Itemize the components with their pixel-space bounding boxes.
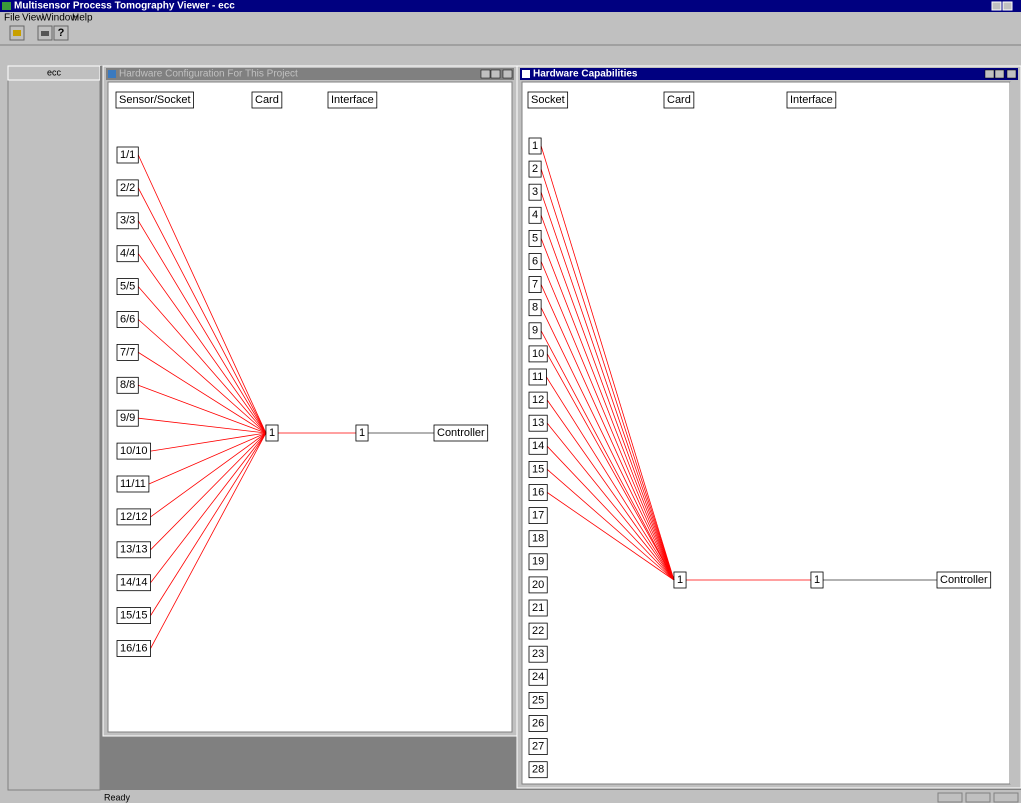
socket-box-label: 3 <box>532 186 538 198</box>
scrollbar[interactable] <box>1010 82 1016 784</box>
socket-box-label: 9/9 <box>120 412 135 424</box>
socket-box-label: 11 <box>532 371 543 383</box>
status-text: Ready <box>104 792 131 802</box>
socket-box-label: 22 <box>532 625 544 637</box>
socket-box-label: 13 <box>532 417 544 429</box>
window-title: Hardware Capabilities <box>533 69 638 80</box>
socket-box-label: 2 <box>532 163 538 175</box>
socket-box-label: 12/12 <box>120 511 148 523</box>
open-icon <box>13 30 21 36</box>
menu-item[interactable]: View <box>22 13 44 24</box>
column-header-label: Card <box>667 94 691 106</box>
socket-box-label: 14/14 <box>120 577 148 589</box>
card-box-label: 1 <box>677 574 683 586</box>
socket-box-label: 8 <box>532 302 538 314</box>
toolbar: ? <box>10 26 68 40</box>
column-header-label: Interface <box>790 94 833 106</box>
socket-box-label: 1/1 <box>120 149 135 161</box>
window-button[interactable] <box>481 70 490 78</box>
socket-box-label: 6/6 <box>120 313 135 325</box>
socket-box-label: 6 <box>532 255 538 267</box>
column-header-label: Interface <box>331 94 374 106</box>
window-title: Hardware Configuration For This Project <box>119 69 298 80</box>
interface-box-label: 1 <box>359 427 365 439</box>
window-button[interactable] <box>985 70 994 78</box>
card-box-label: 1 <box>269 427 275 439</box>
socket-box-label: 12 <box>532 394 544 406</box>
window-button[interactable] <box>491 70 500 78</box>
controller-box-label: Controller <box>940 574 988 586</box>
socket-box-label: 17 <box>532 510 544 522</box>
page: {"app": {"title": "Multisensor Process T… <box>0 0 1021 803</box>
socket-box-label: 10 <box>532 348 544 360</box>
socket-box-label: 7/7 <box>120 346 135 358</box>
socket-box-label: 21 <box>532 602 544 614</box>
app-title: Multisensor Process Tomography Viewer - … <box>14 1 235 12</box>
sidebar-title: ecc <box>47 67 62 77</box>
socket-box-label: 18 <box>532 533 544 545</box>
socket-box-label: 4/4 <box>120 248 135 260</box>
socket-box-label: 19 <box>532 556 544 568</box>
socket-box-label: 4 <box>532 209 538 221</box>
column-header-label: Sensor/Socket <box>119 94 191 106</box>
column-header-label: Card <box>255 94 279 106</box>
app-window: Multisensor Process Tomography Viewer - … <box>0 0 1021 803</box>
close-button[interactable] <box>1003 2 1012 10</box>
window-client <box>108 82 512 732</box>
socket-box-label: 13/13 <box>120 544 148 556</box>
menu-item[interactable]: File <box>4 13 21 24</box>
socket-box-label: 10/10 <box>120 445 148 457</box>
socket-box-label: 15 <box>532 463 544 475</box>
socket-box-label: 3/3 <box>120 215 135 227</box>
socket-box-label: 2/2 <box>120 182 135 194</box>
controller-box-label: Controller <box>437 427 485 439</box>
socket-box-label: 5/5 <box>120 281 135 293</box>
print-icon <box>41 31 49 36</box>
socket-box-label: 27 <box>532 741 544 753</box>
socket-box-label: 28 <box>532 764 544 776</box>
socket-box-label: 5 <box>532 232 538 244</box>
window-icon <box>108 70 116 78</box>
socket-box-label: 16 <box>532 486 544 498</box>
help-icon: ? <box>58 27 65 39</box>
window-button[interactable] <box>1007 70 1016 78</box>
column-header-label: Socket <box>531 94 565 106</box>
app-icon <box>2 2 11 10</box>
socket-box-label: 26 <box>532 717 544 729</box>
socket-box-label: 20 <box>532 579 544 591</box>
window-icon <box>522 70 530 78</box>
socket-box-label: 24 <box>532 671 544 683</box>
socket-box-label: 15/15 <box>120 610 148 622</box>
interface-box-label: 1 <box>814 574 820 586</box>
window-button[interactable] <box>503 70 512 78</box>
sidebar <box>8 66 100 790</box>
socket-box-label: 7 <box>532 279 538 291</box>
socket-box-label: 9 <box>532 325 538 337</box>
socket-box-label: 1 <box>532 140 538 152</box>
socket-box-label: 23 <box>532 648 544 660</box>
socket-box-label: 25 <box>532 694 544 706</box>
menu-item[interactable]: Help <box>72 13 93 24</box>
window-button[interactable] <box>995 70 1004 78</box>
socket-box-label: 11/11 <box>120 478 146 490</box>
socket-box-label: 14 <box>532 440 544 452</box>
socket-box-label: 8/8 <box>120 379 135 391</box>
socket-box-label: 16/16 <box>120 642 148 654</box>
restore-button[interactable] <box>992 2 1001 10</box>
